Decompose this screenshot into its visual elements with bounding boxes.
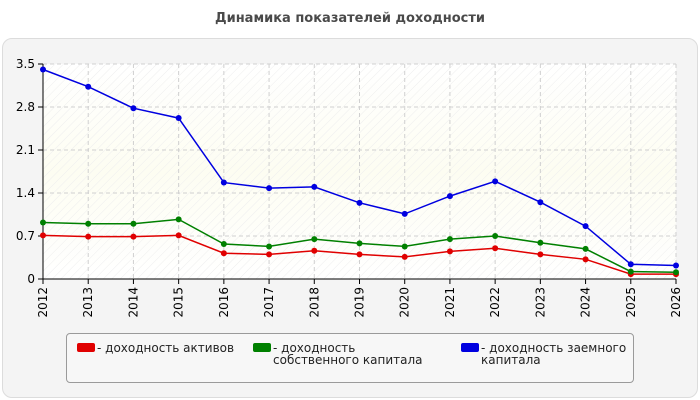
data-point-0 <box>401 253 408 260</box>
x-tick-label: 2012 <box>36 287 50 318</box>
x-tick-label: 2025 <box>624 287 638 318</box>
legend: - доходность активов - доходность собств… <box>66 333 634 383</box>
data-point-1 <box>175 216 182 223</box>
data-point-1 <box>492 233 499 239</box>
data-point-2 <box>537 199 544 206</box>
data-point-2 <box>582 223 589 230</box>
data-point-1 <box>130 220 137 227</box>
data-point-2 <box>175 115 182 122</box>
legend-label-assets: - доходность активов <box>97 341 235 355</box>
data-point-0 <box>582 256 589 263</box>
legend-swatch-assets <box>77 343 95 352</box>
data-point-2 <box>356 199 363 206</box>
x-tick-label: 2016 <box>217 287 231 318</box>
data-point-2 <box>220 179 227 186</box>
data-point-1 <box>85 220 92 227</box>
data-point-0 <box>130 233 137 240</box>
y-tick-label: 0 <box>27 272 35 286</box>
data-point-0 <box>311 247 318 254</box>
x-tick-label: 2023 <box>533 287 547 318</box>
x-tick-label: 2026 <box>669 287 683 318</box>
data-point-1 <box>673 269 679 276</box>
data-point-2 <box>85 83 92 90</box>
data-point-0 <box>492 245 499 252</box>
data-point-2 <box>446 193 453 200</box>
data-point-2 <box>401 210 408 217</box>
legend-label-equity: - доходность собственного капитала <box>273 341 423 367</box>
x-tick-label: 2014 <box>126 287 140 318</box>
data-point-2 <box>673 262 679 269</box>
x-tick-label: 2022 <box>488 287 502 318</box>
chart-title: Динамика показателей доходности <box>215 11 485 26</box>
data-point-2 <box>266 185 273 192</box>
legend-label-debt: - доходность заемного капитала <box>481 341 627 367</box>
data-point-0 <box>175 232 182 239</box>
y-tick-label: 1.4 <box>16 186 35 200</box>
data-point-2 <box>40 66 46 73</box>
data-point-2 <box>492 178 499 185</box>
data-point-0 <box>266 251 273 258</box>
data-point-1 <box>446 236 453 243</box>
data-point-1 <box>356 240 363 247</box>
y-tick-label: 2.8 <box>16 100 35 114</box>
data-point-0 <box>446 248 453 255</box>
x-tick-label: 2017 <box>262 287 276 318</box>
x-tick-label: 2013 <box>81 287 95 318</box>
x-tick-label: 2020 <box>398 287 412 318</box>
data-point-1 <box>40 219 46 226</box>
x-tick-label: 2018 <box>307 287 321 318</box>
x-tick-label: 2024 <box>579 287 593 318</box>
data-point-0 <box>40 232 46 239</box>
data-point-0 <box>356 251 363 258</box>
data-point-2 <box>627 261 634 268</box>
data-point-2 <box>130 105 137 112</box>
data-point-2 <box>311 183 318 190</box>
data-point-1 <box>401 243 408 250</box>
data-point-0 <box>220 250 227 257</box>
x-tick-label: 2019 <box>353 287 367 318</box>
data-point-1 <box>537 239 544 246</box>
y-tick-label: 3.5 <box>16 57 35 71</box>
data-point-0 <box>537 251 544 258</box>
x-tick-label: 2021 <box>443 287 457 318</box>
y-tick-label: 0.7 <box>16 229 35 243</box>
data-point-1 <box>311 236 318 243</box>
data-point-1 <box>266 243 273 250</box>
data-point-1 <box>627 268 634 275</box>
x-tick-label: 2015 <box>172 287 186 318</box>
data-point-1 <box>220 240 227 247</box>
data-point-1 <box>582 245 589 252</box>
legend-swatch-debt <box>461 343 479 352</box>
legend-swatch-equity <box>253 343 271 352</box>
data-point-0 <box>85 233 92 240</box>
y-tick-label: 2.1 <box>16 143 35 157</box>
